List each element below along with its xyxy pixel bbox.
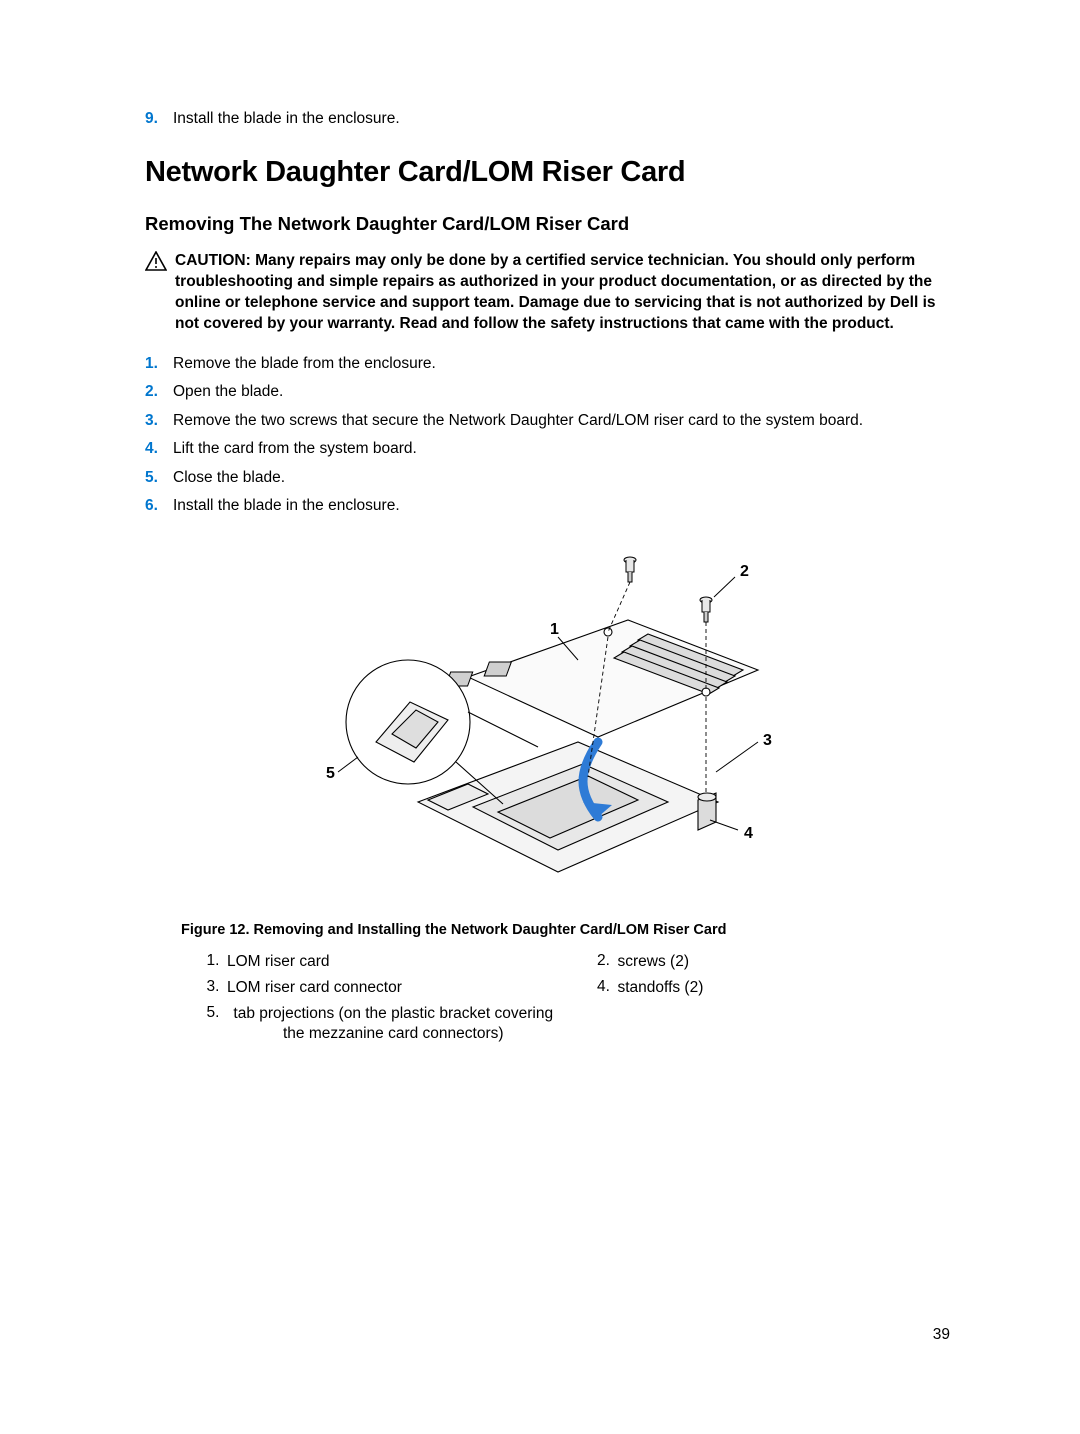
legend-number: 4.	[590, 978, 618, 998]
figure: 1 2 3 4 5 Figure 12. Removing and Instal…	[145, 542, 950, 1045]
legend-text: standoffs (2)	[618, 978, 704, 998]
steps-list: 1. Remove the blade from the enclosure. …	[145, 353, 950, 518]
legend-text: screws (2)	[618, 952, 689, 972]
callout-5: 5	[326, 765, 335, 782]
legend-number: 2.	[590, 952, 618, 972]
list-item: 2. Open the blade.	[145, 381, 950, 403]
heading-level-2: Removing The Network Daughter Card/LOM R…	[145, 213, 950, 235]
callout-1: 1	[550, 621, 559, 638]
step-number: 4.	[145, 438, 173, 460]
continuation-step: 9. Install the blade in the enclosure.	[145, 110, 950, 128]
callout-2: 2	[740, 563, 749, 580]
step-text: Install the blade in the enclosure.	[173, 495, 400, 517]
step-number: 6.	[145, 495, 173, 517]
heading-level-1: Network Daughter Card/LOM Riser Card	[145, 156, 950, 189]
step-text: Lift the card from the system board.	[173, 438, 417, 460]
page-number: 39	[933, 1326, 950, 1344]
list-item: 6. Install the blade in the enclosure.	[145, 495, 950, 517]
legend-number: 5.	[199, 1004, 227, 1044]
legend-item: 4. standoffs (2)	[590, 978, 951, 998]
step-number: 2.	[145, 381, 173, 403]
figure-illustration: 1 2 3 4 5	[298, 542, 798, 902]
legend-number: 3.	[199, 978, 227, 998]
legend-number: 1.	[199, 952, 227, 972]
caution-block: CAUTION: Many repairs may only be done b…	[145, 251, 950, 335]
callout-3: 3	[763, 732, 772, 749]
step-number: 5.	[145, 467, 173, 489]
list-item: 5. Close the blade.	[145, 467, 950, 489]
legend-text: LOM riser card	[227, 952, 330, 972]
legend-item: 3. LOM riser card connector	[199, 978, 560, 998]
list-item: 1. Remove the blade from the enclosure.	[145, 353, 950, 375]
list-item: 4. Lift the card from the system board.	[145, 438, 950, 460]
figure-legend: 1. LOM riser card 2. screws (2) 3. LOM r…	[199, 952, 950, 1045]
legend-item: 5. tab projections (on the plastic brack…	[199, 1004, 560, 1044]
caution-icon	[145, 251, 175, 335]
list-item: 3. Remove the two screws that secure the…	[145, 410, 950, 432]
step-text: Close the blade.	[173, 467, 285, 489]
step-number: 9.	[145, 110, 173, 128]
step-text: Remove the blade from the enclosure.	[173, 353, 436, 375]
step-number: 3.	[145, 410, 173, 432]
step-text: Install the blade in the enclosure.	[173, 110, 400, 128]
step-text: Remove the two screws that secure the Ne…	[173, 410, 863, 432]
legend-text: LOM riser card connector	[227, 978, 402, 998]
page-content: 9. Install the blade in the enclosure. N…	[0, 0, 1080, 1126]
legend-text: tab projections (on the plastic bracket …	[227, 1004, 560, 1044]
figure-caption: Figure 12. Removing and Installing the N…	[181, 922, 950, 938]
legend-item: 2. screws (2)	[590, 952, 951, 972]
step-text: Open the blade.	[173, 381, 283, 403]
caution-text: CAUTION: Many repairs may only be done b…	[175, 251, 950, 335]
legend-item: 1. LOM riser card	[199, 952, 560, 972]
callout-4: 4	[744, 825, 753, 842]
step-number: 1.	[145, 353, 173, 375]
